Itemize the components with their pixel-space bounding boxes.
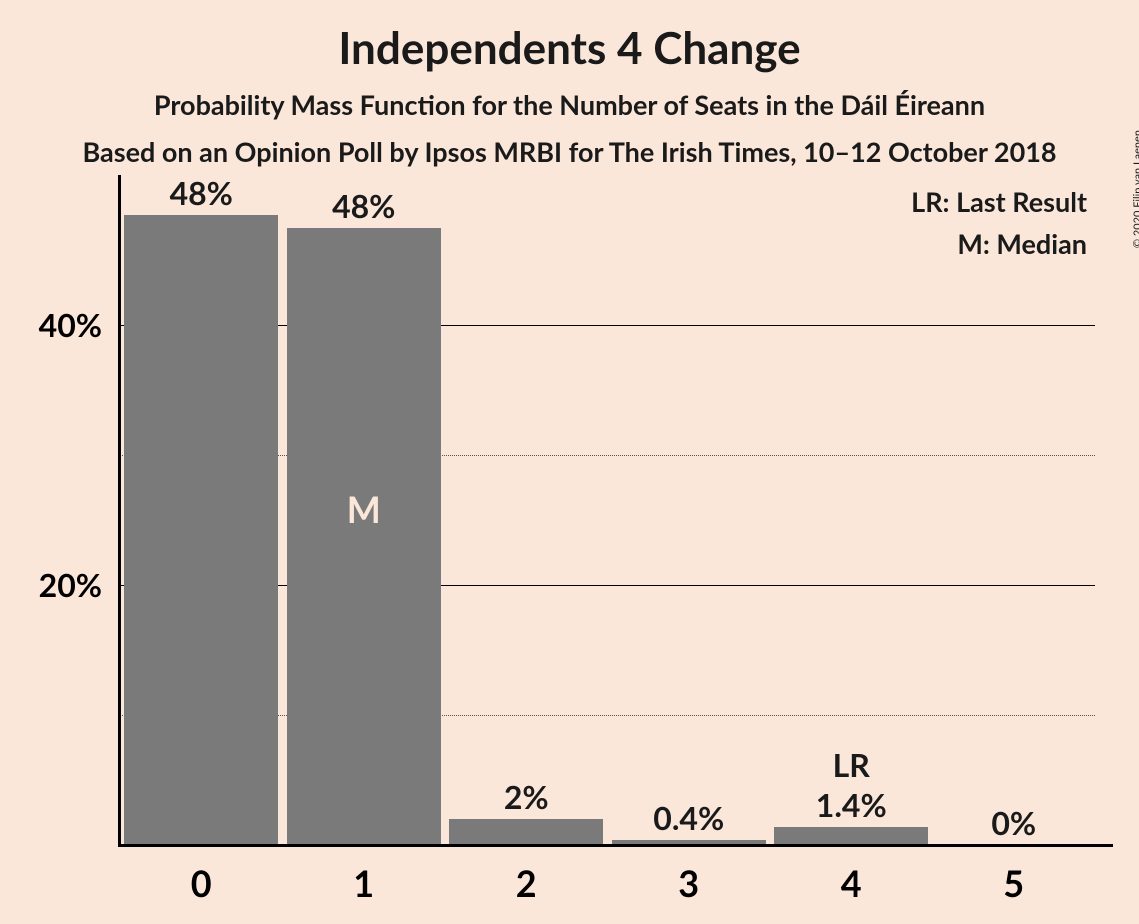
y-axis bbox=[118, 175, 121, 845]
x-tick-label: 4 bbox=[770, 861, 933, 905]
bar-value-label: 48% bbox=[120, 173, 283, 212]
chart-title: Independents 4 Change bbox=[0, 0, 1139, 74]
bar bbox=[124, 215, 278, 846]
bar-value-label: 48% bbox=[283, 186, 446, 225]
bar-value-label: 2% bbox=[445, 777, 608, 816]
bar-value-label: 0.4% bbox=[608, 798, 771, 837]
y-tick-label: 40% bbox=[2, 305, 102, 344]
x-tick-label: 3 bbox=[608, 861, 771, 905]
bar-annotation: M bbox=[287, 487, 441, 531]
bar bbox=[449, 819, 603, 845]
y-tick-label: 20% bbox=[2, 565, 102, 604]
bar bbox=[774, 827, 928, 845]
bar-value-label: 0% bbox=[933, 803, 1096, 842]
x-tick-label: 5 bbox=[933, 861, 1096, 905]
legend-m: M: Median bbox=[957, 227, 1087, 260]
x-tick-label: 0 bbox=[120, 861, 283, 905]
chart-subtitle-2: Based on an Opinion Poll by Ipsos MRBI f… bbox=[0, 135, 1139, 168]
x-axis bbox=[118, 844, 1113, 847]
x-tick-label: 2 bbox=[445, 861, 608, 905]
legend-lr: LR: Last Result bbox=[911, 185, 1087, 218]
x-tick-label: 1 bbox=[283, 861, 446, 905]
bar bbox=[287, 228, 441, 846]
lr-indicator: LR bbox=[770, 745, 933, 784]
copyright-text: © 2020 Filip van Laenen bbox=[1131, 130, 1139, 248]
chart-plot-area: 48%48%M2%0.4%1.4%LR0%20%40%012345LR: Las… bbox=[120, 195, 1095, 845]
chart-subtitle-1: Probability Mass Function for the Number… bbox=[0, 88, 1139, 121]
bar-value-label: 1.4% bbox=[770, 785, 933, 824]
